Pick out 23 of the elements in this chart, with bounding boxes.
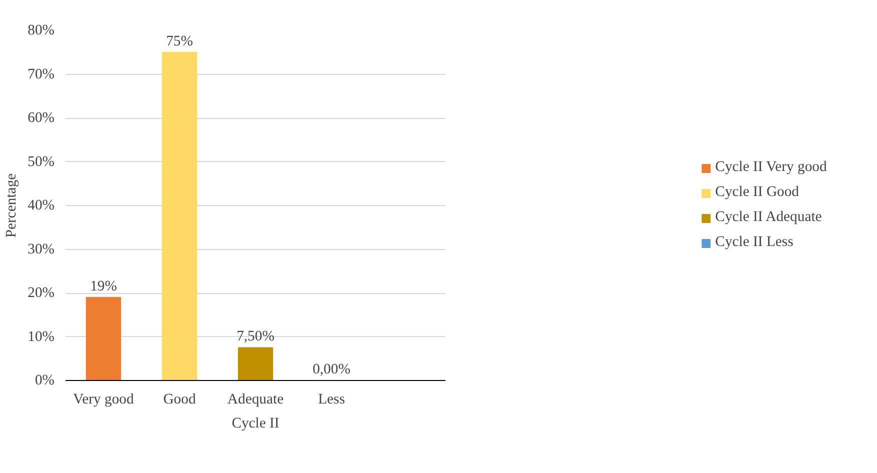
x-tick-label: Very good xyxy=(73,392,134,408)
y-tick-label: 80% xyxy=(28,22,55,38)
y-tick-label: 60% xyxy=(28,110,55,126)
data-label: 0,00% xyxy=(312,362,350,378)
data-label: 19% xyxy=(90,278,117,294)
y-tick-label: 70% xyxy=(28,66,55,82)
legend-label: Cycle II Less xyxy=(715,234,794,251)
y-tick-label: 30% xyxy=(28,241,55,258)
y-tick-label: 50% xyxy=(28,154,55,170)
y-tick-label: 40% xyxy=(28,198,55,214)
data-label: 7,50% xyxy=(236,328,274,345)
x-axis-title: Cycle II xyxy=(232,416,280,432)
y-tick-label: 10% xyxy=(28,328,55,345)
y-axis-title: Percentage xyxy=(4,173,20,238)
legend-label: Cycle II Adequate xyxy=(715,209,822,226)
legend-label: Cycle II Good xyxy=(715,184,800,201)
x-tick-label: Less xyxy=(318,392,346,408)
y-tick-label: 0% xyxy=(34,372,55,388)
x-tick-label: Adequate xyxy=(227,392,284,408)
y-tick-label: 20% xyxy=(28,285,55,301)
x-tick-label: Good xyxy=(163,392,196,408)
data-label: 75% xyxy=(166,33,193,50)
legend-label: Cycle II Very good xyxy=(715,159,827,176)
